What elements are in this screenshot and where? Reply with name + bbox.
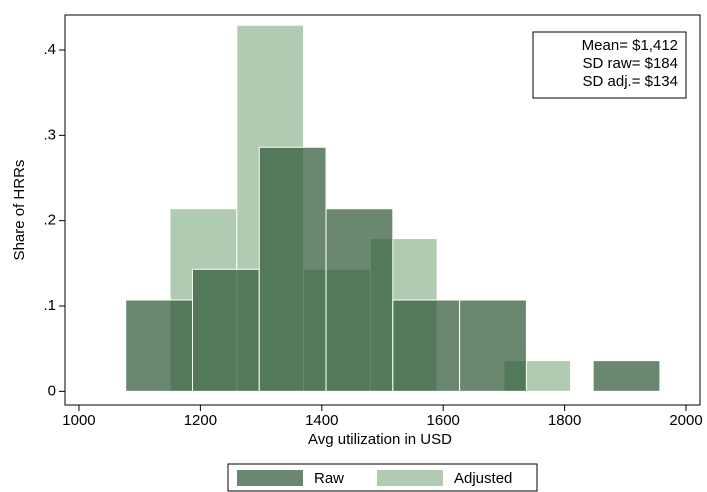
y-tick-label: .3 bbox=[43, 126, 56, 143]
y-tick-label: .1 bbox=[43, 297, 56, 314]
histogram-bar bbox=[459, 299, 527, 392]
legend-label: Adjusted bbox=[454, 470, 512, 487]
histogram-bar bbox=[191, 268, 260, 392]
annotation: SD adj.= $134 bbox=[583, 73, 679, 90]
x-tick-label: 1600 bbox=[427, 412, 460, 429]
histogram-bar bbox=[392, 299, 461, 392]
plot-frame bbox=[64, 14, 701, 406]
histogram-bar bbox=[125, 299, 193, 392]
x-axis-label: Avg utilization in USD bbox=[308, 431, 452, 448]
histogram-bar bbox=[592, 360, 661, 392]
legend-label: Raw bbox=[314, 470, 344, 487]
x-tick-label: 1400 bbox=[305, 412, 338, 429]
y-tick-label: 0 bbox=[48, 382, 56, 399]
histogram-bar bbox=[258, 146, 327, 392]
y-axis-label: Share of HRRs bbox=[11, 160, 28, 261]
histogram-bar bbox=[325, 208, 394, 392]
x-tick-label: 1000 bbox=[62, 412, 95, 429]
annotation-box bbox=[532, 31, 687, 99]
annotation: SD raw= $184 bbox=[583, 55, 678, 72]
x-tick-label: 1800 bbox=[548, 412, 581, 429]
legend-swatch bbox=[237, 470, 303, 486]
y-tick-label: .2 bbox=[43, 212, 56, 229]
x-tick-label: 1200 bbox=[184, 412, 217, 429]
x-tick-label: 2000 bbox=[669, 412, 702, 429]
y-tick-label: .4 bbox=[43, 41, 56, 58]
annotation: Mean= $1,412 bbox=[582, 37, 678, 54]
legend-swatch bbox=[377, 470, 443, 486]
